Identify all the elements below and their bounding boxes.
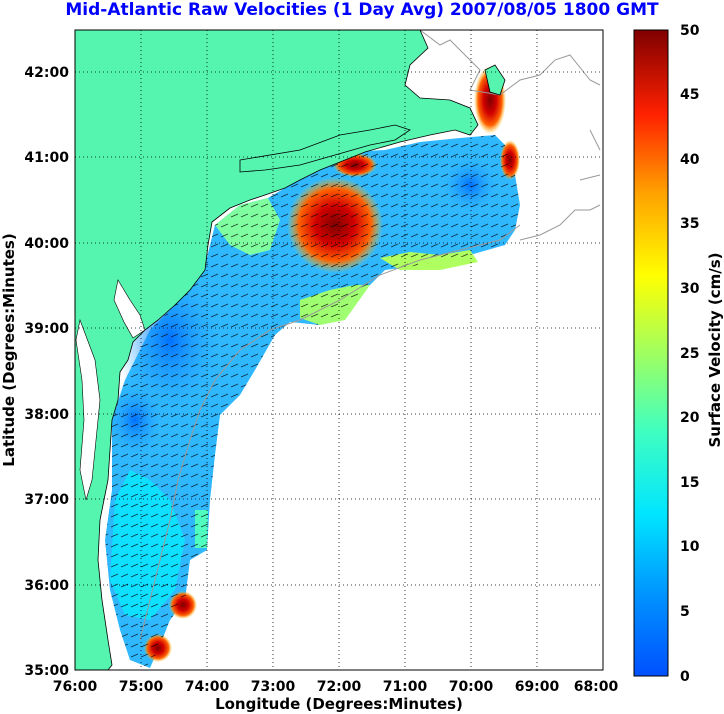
- y-tick-label: 37:00: [24, 492, 69, 508]
- bay-water: [75, 279, 146, 501]
- colorbar-tick-label: 40: [680, 152, 700, 168]
- colorbar-ticks: 50 45 40 35 30 25 20 15 10 5 0: [680, 23, 700, 685]
- colorbar-tick-label: 20: [680, 410, 700, 426]
- colorbar: 50 45 40 35 30 25 20 15 10 5 0 Surface V…: [633, 23, 724, 685]
- y-tick-label: 41:00: [24, 150, 69, 166]
- map-grid: [75, 30, 603, 670]
- x-axis-label: Longitude (Degrees:Minutes): [215, 695, 463, 713]
- y-tick-label: 36:00: [24, 578, 69, 594]
- colorbar-gradient: [633, 29, 669, 677]
- y-tick-label: 39:00: [24, 321, 69, 337]
- x-tick-label: 74:00: [185, 679, 230, 695]
- y-axis-label: Latitude (Degrees:Minutes): [0, 233, 18, 466]
- map-frame: [74, 29, 604, 671]
- map-title: Mid-Atlantic Raw Velocities (1 Day Avg) …: [65, 0, 659, 20]
- x-tick-label: 72:00: [317, 679, 362, 695]
- colorbar-tick-label: 30: [680, 281, 700, 297]
- colorbar-tick-label: 50: [680, 23, 700, 39]
- x-tick-label: 75:00: [119, 679, 164, 695]
- colorbar-tick-label: 35: [680, 216, 699, 232]
- colorbar-tick-label: 25: [680, 346, 699, 362]
- land-mass: [75, 30, 506, 670]
- x-tick-label: 73:00: [251, 679, 296, 695]
- x-tick-label: 70:00: [449, 679, 494, 695]
- colorbar-label: Surface Velocity (cm/s): [706, 252, 724, 447]
- y-tick-label: 42:00: [24, 65, 69, 81]
- colorbar-tick-label: 0: [680, 669, 690, 685]
- x-tick-label: 71:00: [383, 679, 428, 695]
- y-tick-label: 38:00: [24, 407, 69, 423]
- y-tick-label: 35:00: [24, 663, 69, 679]
- colorbar-tick-label: 10: [680, 539, 700, 555]
- x-axis-ticks: 76:00 75:00 74:00 73:00 72:00 71:00 70:0…: [53, 679, 619, 695]
- colorbar-tick-label: 5: [680, 604, 690, 620]
- x-tick-label: 69:00: [515, 679, 560, 695]
- colorbar-tick-label: 45: [680, 87, 699, 103]
- x-tick-label: 68:00: [574, 679, 619, 695]
- y-axis-ticks: 42:00 41:00 40:00 39:00 38:00 37:00 36:0…: [24, 65, 69, 679]
- y-tick-label: 40:00: [24, 236, 69, 252]
- x-tick-label: 76:00: [53, 679, 98, 695]
- colorbar-tick-label: 15: [680, 475, 699, 491]
